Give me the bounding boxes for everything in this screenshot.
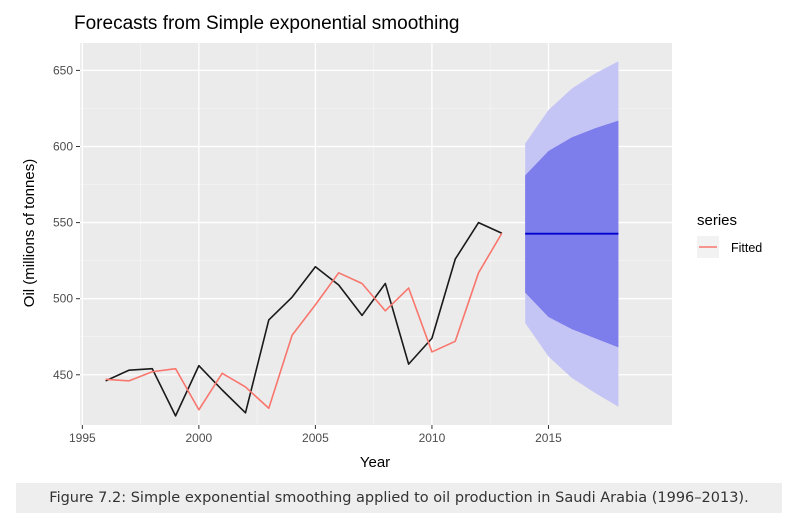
x-tick-label-1995: 1995 (69, 431, 96, 445)
y-tick-label-650: 650 (53, 63, 73, 77)
series-lines (105, 221, 619, 417)
figure-caption: Figure 7.2: Simple exponential smoothing… (16, 483, 782, 513)
x-tick-label-2000: 2000 (186, 431, 213, 445)
y-tick-label-550: 550 (53, 216, 73, 230)
series-line-observed (105, 221, 503, 417)
caption-text: Figure 7.2: Simple exponential smoothing… (49, 490, 749, 506)
series-line-fitted (105, 232, 503, 411)
x-tick-label-2015: 2015 (535, 431, 562, 445)
y-tick-label-500: 500 (53, 292, 73, 306)
chart-title: Forecasts from Simple exponential smooth… (74, 13, 459, 34)
x-tick-label-2005: 2005 (302, 431, 329, 445)
y-tick-label-450: 450 (53, 368, 73, 382)
legend: series Fitted (697, 212, 762, 258)
y-axis-title: Oil (millions of tonnes) (21, 159, 38, 307)
x-axis-title: Year (360, 454, 390, 471)
y-tick-label-600: 600 (53, 139, 73, 153)
legend-title: series (697, 212, 737, 229)
axis-ticks: 1995 2000 2005 2010 2015 450 500 550 600 650 (53, 63, 562, 445)
legend-label-fitted: Fitted (731, 241, 762, 255)
x-tick-label-2010: 2010 (419, 431, 446, 445)
forecast-chart: Forecasts from Simple exponential smooth… (21, 13, 762, 471)
